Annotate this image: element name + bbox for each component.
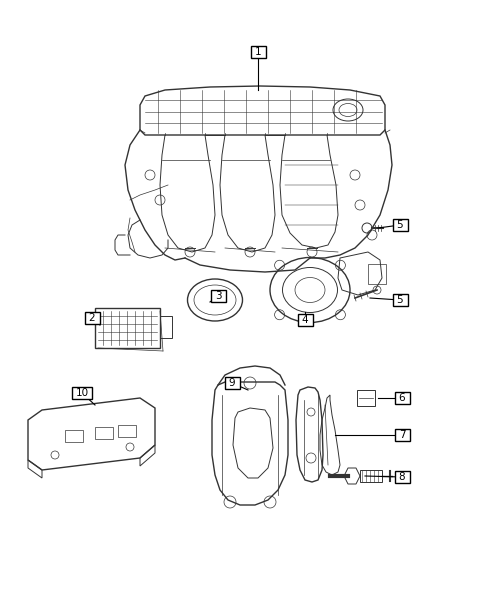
Bar	[85, 312, 100, 324]
Text: 8: 8	[398, 472, 405, 482]
Bar	[297, 314, 312, 326]
Bar	[359, 470, 381, 482]
Text: 6: 6	[398, 393, 405, 403]
Bar	[118, 425, 136, 437]
Text: 5: 5	[396, 295, 403, 305]
Bar	[356, 390, 374, 406]
Bar	[392, 294, 407, 306]
Bar	[211, 290, 226, 302]
Text: 3: 3	[214, 291, 221, 301]
Bar	[160, 316, 172, 338]
Text: 2: 2	[89, 313, 95, 323]
Bar	[394, 471, 409, 483]
Bar	[225, 377, 240, 389]
Text: 1: 1	[254, 47, 261, 57]
Bar	[392, 219, 407, 231]
Bar	[72, 387, 92, 399]
Bar	[65, 430, 83, 442]
Text: 9: 9	[228, 378, 235, 388]
Bar	[95, 308, 160, 348]
Bar	[367, 264, 385, 284]
Text: 4: 4	[301, 315, 308, 325]
Bar	[394, 392, 409, 404]
Text: 5: 5	[396, 220, 403, 230]
Text: 7: 7	[398, 430, 405, 440]
Text: 10: 10	[76, 388, 89, 398]
Bar	[251, 46, 265, 58]
Bar	[394, 429, 409, 441]
Bar	[95, 427, 113, 439]
